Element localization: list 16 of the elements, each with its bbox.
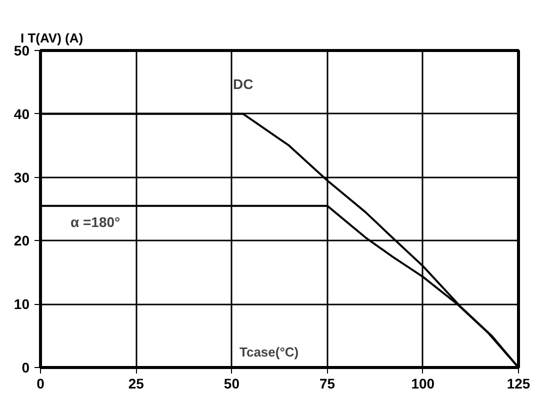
- x-tick-label: 50: [224, 376, 240, 392]
- y-tick-label: 50: [14, 42, 30, 58]
- y-tick-label: 20: [14, 232, 30, 249]
- x-tick-label: 125: [506, 376, 530, 392]
- y-tick-label: 10: [14, 296, 30, 312]
- y-tick-label: 0: [22, 360, 30, 376]
- x-tick-label: 0: [36, 376, 45, 392]
- series-label: α =180°: [70, 214, 120, 230]
- y-tick-label: 30: [14, 169, 30, 186]
- x-tick-label: 75: [320, 376, 336, 392]
- x-axis-title: Tcase(°C): [240, 344, 299, 360]
- x-tick-label: 100: [411, 376, 435, 392]
- y-tick-label: 40: [14, 106, 30, 122]
- x-tick-label: 25: [128, 376, 144, 392]
- y-axis-title: I T(AV) (A): [20, 30, 84, 46]
- series-label: DC: [233, 76, 254, 92]
